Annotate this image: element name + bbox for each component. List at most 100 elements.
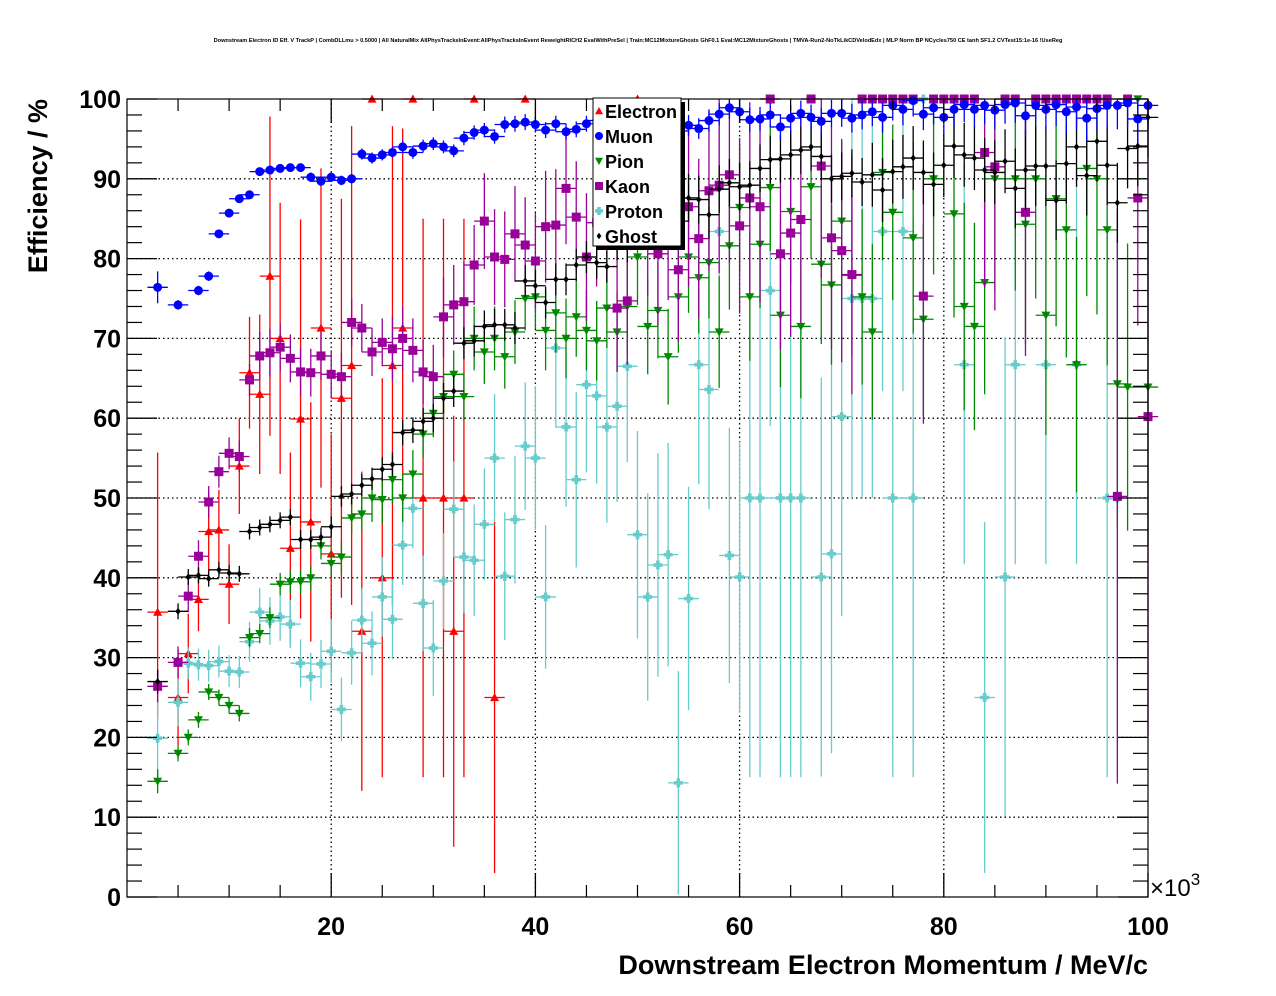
data-point-muon [474,122,495,138]
marker-triangle-down [347,514,357,523]
marker-diamond [451,387,457,395]
marker-cross [796,493,806,503]
data-point-ghost [239,523,260,540]
marker-cross [500,571,510,581]
marker-triangle-down [561,334,571,343]
marker-triangle-down [551,309,561,318]
marker-triangle-down [541,326,551,335]
marker-triangle-down [1061,226,1071,235]
marker-square [275,342,285,352]
marker-diamond [798,146,804,154]
y-tick-label: 30 [93,645,121,673]
marker-circle [357,149,367,159]
data-point-pion [566,276,587,357]
data-point-muon [811,107,832,135]
marker-circle [275,163,285,173]
data-point-kaon [269,323,291,372]
marker-cross [561,422,571,432]
marker-diamond [604,262,610,271]
legend-marker-square-icon [595,182,603,190]
data-point-proton [719,427,740,684]
marker-diamond [216,566,222,574]
data-point-proton [331,677,352,742]
data-point-ghost [361,467,383,491]
marker-cross [214,657,224,667]
marker-circle [408,147,418,157]
marker-triangle-down [296,578,306,587]
data-point-ghost [198,570,219,587]
marker-square [571,212,581,222]
marker-cross [816,572,826,582]
data-point-kaon [412,339,434,404]
marker-cross [633,530,642,540]
marker-cross [755,493,765,503]
marker-square [439,312,449,322]
marker-diamond [879,186,886,194]
marker-cross [826,549,836,559]
marker-triangle-down [796,322,806,331]
marker-square [326,369,336,379]
marker-diamond [910,154,916,162]
data-point-ghost [688,175,709,224]
marker-triangle-up [296,414,306,423]
marker-circle [153,282,163,292]
data-point-muon [453,130,475,146]
marker-diamond [257,523,263,532]
marker-circle [336,175,346,185]
data-point-ghost [351,474,373,497]
marker-cross [377,592,387,602]
marker-circle [245,190,255,200]
marker-square [786,228,796,238]
marker-circle [428,139,438,149]
data-point-proton [453,501,475,613]
data-point-pion [167,745,189,762]
data-point-pion [372,475,393,524]
marker-cross [704,384,714,394]
data-point-pion [249,624,270,644]
marker-triangle-down [367,494,377,503]
marker-circle [1082,113,1092,123]
marker-diamond [859,178,865,186]
marker-cross [724,550,734,560]
marker-cross [326,646,336,656]
marker-circle [684,120,694,130]
marker-circle [500,120,510,130]
marker-square [183,591,193,601]
marker-diamond [369,475,375,483]
data-point-proton [484,394,505,522]
data-point-ghost [555,263,577,296]
marker-square [316,351,326,361]
marker-cross [398,540,408,550]
marker-triangle-up [306,517,316,526]
marker-triangle-down [357,510,367,519]
data-point-ghost [1096,125,1118,206]
data-point-pion [229,705,250,722]
data-point-ghost [331,486,352,507]
data-point-ghost [862,142,883,207]
marker-circle [775,122,785,132]
data-point-muon [402,146,424,159]
series-muon [147,96,1159,310]
data-point-ghost [851,158,873,206]
marker-circle [857,110,867,120]
data-point-proton [504,455,526,584]
data-point-kaon [494,211,515,308]
marker-cross [408,503,418,513]
marker-diamond [1063,160,1070,168]
chart-title: Downstream Electron ID Eff. V TrackP | C… [214,38,1063,44]
marker-cross [336,704,346,714]
data-point-proton [341,620,362,685]
data-point-kaon [392,306,413,371]
legend-label: Muon [605,127,653,147]
marker-diamond [757,164,763,173]
data-point-ghost [994,129,1016,194]
marker-diamond [1073,143,1080,151]
data-point-muon [913,99,934,131]
marker-cross [306,672,316,682]
marker-triangle-up [153,607,163,616]
marker-cross [316,659,326,669]
marker-diamond [502,321,508,329]
marker-diamond [573,261,579,269]
marker-cross [428,643,438,653]
